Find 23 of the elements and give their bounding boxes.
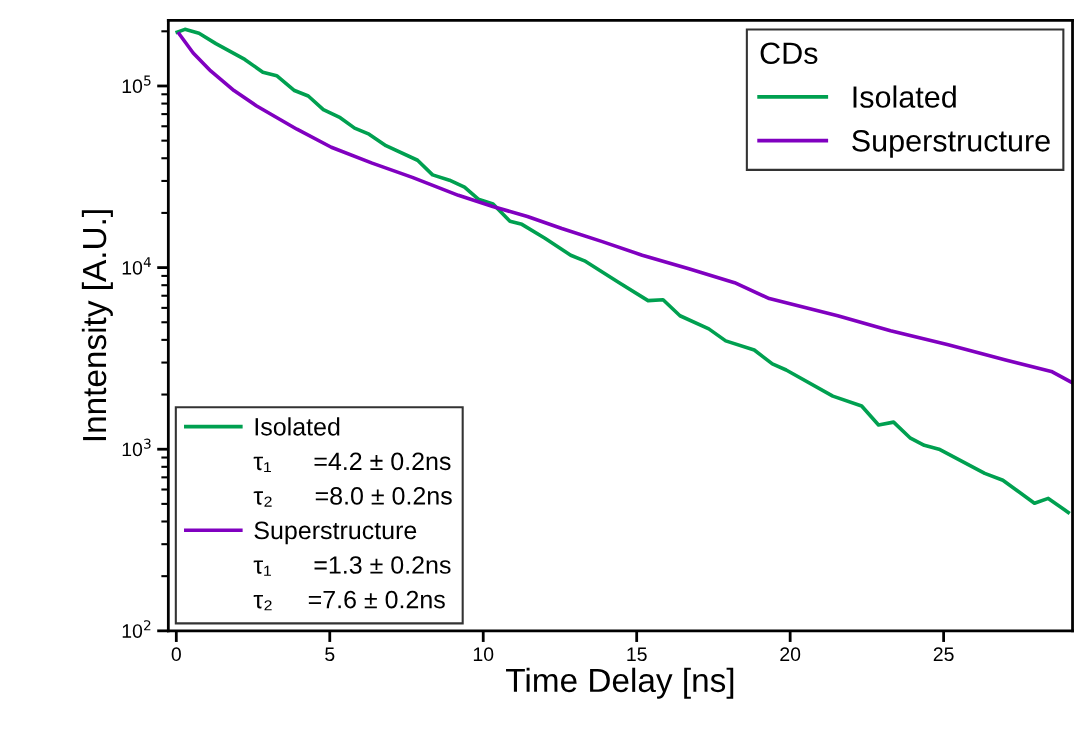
annotation: τ₁ =1.3 ± 0.2ns [253, 556, 451, 576]
annotation: τ₂ =7.6 ± 0.2ns [253, 590, 445, 611]
line-series [177, 31, 1073, 385]
annotation: τ₁ =4.2 ± 0.2ns [253, 452, 451, 473]
text: Isolated [255, 417, 340, 436]
y-axis-title: Inntensity [A.U.] [81, 210, 113, 441]
x-tick-label: 10 [473, 647, 494, 662]
x-tick-label: 15 [627, 647, 647, 662]
x-tick-label: 20 [780, 647, 801, 662]
y-tick-label: 10$^{4}$ [122, 257, 151, 275]
x-tick-label: 0 [171, 647, 181, 662]
x-tick-label: 5 [325, 647, 335, 662]
x-tick-label: 25 [933, 647, 954, 662]
y-tick-label: 10$^{2}$ [122, 620, 151, 638]
text: Superstructure [254, 521, 417, 545]
legend-label: Isolated [853, 85, 956, 108]
line-series [175, 27, 1071, 515]
legend-title: CDs [760, 42, 818, 65]
legend-label: Superstructure [852, 130, 1050, 158]
annotation: τ₂ =8.0 ± 0.2ns [253, 487, 452, 507]
x-axis-title: Time Delay [ns] [506, 667, 734, 699]
y-tick-label: 10$^{5}$ [122, 75, 151, 94]
y-tick-label: 10$^{3}$ [122, 438, 151, 457]
